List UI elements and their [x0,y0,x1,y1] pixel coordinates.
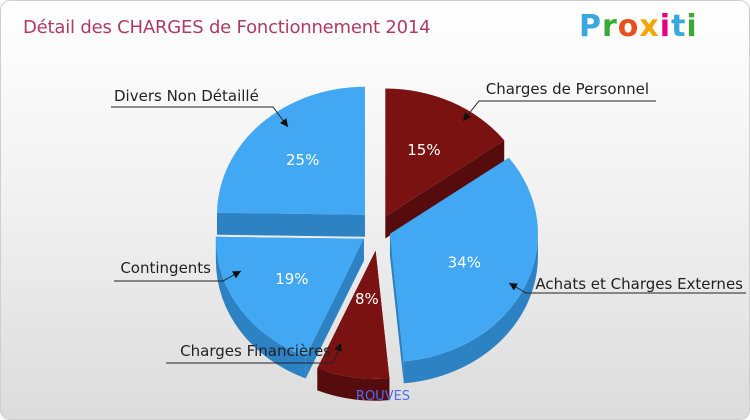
logo-letter: P [579,9,602,44]
logo-letter: i [686,9,698,44]
slice-percent-label: 19% [275,270,308,288]
pie-slice [389,157,538,362]
leader-arrow [280,118,288,127]
logo-letter: t [671,9,687,44]
pie-slice-edge [389,233,404,384]
pie-slice-edge [305,238,364,379]
slice-percent-label: 8% [355,290,379,308]
pie-slice-side [403,233,538,384]
slice-percent-label: 25% [286,151,319,169]
category-label: Achats et Charges Externes [535,275,743,293]
category-label: Divers Non Détaillé [114,87,259,105]
category-label: Contingents [120,259,211,277]
slice-percent-label: 34% [448,254,481,272]
pie-slice [215,236,364,357]
pie-slice-side [317,368,390,401]
logo-letter: x [639,9,660,44]
slice-percent-label: 15% [407,141,440,159]
leader-line [462,100,656,122]
pie-slice-edge [385,140,505,239]
logo-letter: o [617,9,640,44]
category-label: Charges de Personnel [486,80,649,98]
pie-slice [216,86,365,215]
leader-line [111,106,289,128]
chart-subtitle: ROUVES [356,389,410,404]
leader-arrow [334,343,342,352]
pie-slice [385,88,505,217]
category-label: Charges Financières [180,342,331,360]
pie-slice [317,250,390,379]
pie-slice-edge [216,212,365,237]
leader-arrow [232,271,241,279]
leader-arrow [509,283,518,291]
leader-arrow [463,112,472,121]
logo-letter: i [659,9,672,44]
logo-letter: r [602,9,618,44]
proxiti-logo: Proxiti [579,9,698,44]
pie-slice-side [215,238,306,379]
chart-title: Détail des CHARGES de Fonctionnement 201… [23,17,431,38]
